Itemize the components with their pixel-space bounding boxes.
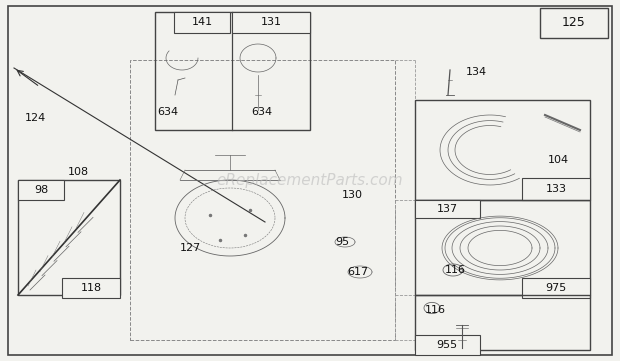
Text: 108: 108 <box>68 167 89 177</box>
Text: 131: 131 <box>260 17 281 27</box>
Bar <box>522 178 590 200</box>
Text: 130: 130 <box>342 190 363 200</box>
Bar <box>130 60 395 340</box>
Bar <box>540 8 608 38</box>
Text: 141: 141 <box>192 17 213 27</box>
Bar <box>415 200 590 295</box>
Text: 617: 617 <box>347 267 368 277</box>
Text: 116: 116 <box>425 305 446 315</box>
Text: 125: 125 <box>562 17 586 30</box>
Bar <box>415 100 590 200</box>
Text: 634: 634 <box>157 107 179 117</box>
Text: 133: 133 <box>546 184 567 194</box>
Bar <box>62 278 120 298</box>
Bar <box>18 180 64 200</box>
Text: 134: 134 <box>466 67 487 77</box>
Text: 975: 975 <box>546 283 567 293</box>
Text: eReplacementParts.com: eReplacementParts.com <box>216 173 404 188</box>
Bar <box>18 180 120 295</box>
Bar <box>415 200 480 218</box>
Text: 116: 116 <box>445 265 466 275</box>
Bar <box>232 12 310 33</box>
Bar <box>415 335 480 355</box>
Bar <box>155 12 310 130</box>
Bar <box>174 12 230 33</box>
Bar <box>522 278 590 298</box>
Text: 104: 104 <box>547 155 569 165</box>
Text: 124: 124 <box>24 113 46 123</box>
Text: 98: 98 <box>34 185 48 195</box>
Text: 137: 137 <box>436 204 458 214</box>
Text: 95: 95 <box>335 237 349 247</box>
Text: 955: 955 <box>436 340 458 350</box>
Text: 127: 127 <box>179 243 201 253</box>
Bar <box>415 295 590 350</box>
Text: 634: 634 <box>252 107 273 117</box>
Text: 118: 118 <box>81 283 102 293</box>
